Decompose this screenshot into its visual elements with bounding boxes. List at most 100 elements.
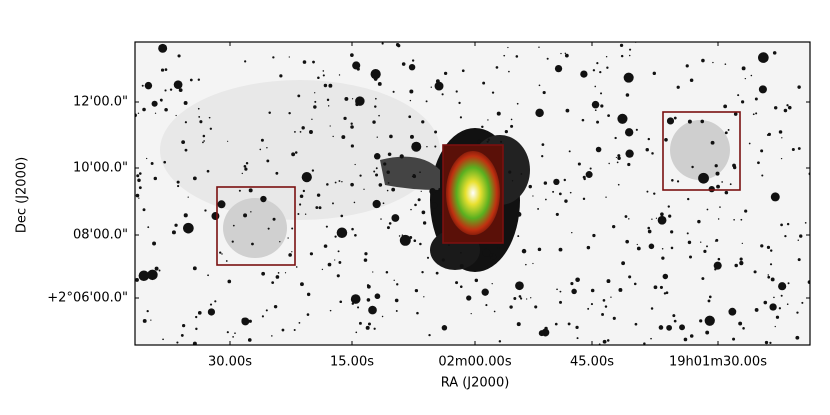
- star: [653, 285, 658, 290]
- star: [563, 178, 567, 182]
- star: [526, 298, 528, 300]
- star: [706, 245, 708, 248]
- region-box: [216, 186, 296, 266]
- star: [184, 148, 188, 152]
- star: [595, 146, 602, 153]
- region-box: [662, 111, 741, 191]
- star: [653, 192, 656, 195]
- star: [376, 136, 378, 138]
- y-axis-label: Dec (J2000): [15, 157, 30, 233]
- star: [373, 153, 381, 160]
- star: [314, 92, 316, 94]
- star: [780, 157, 783, 160]
- star: [226, 331, 229, 334]
- star: [582, 197, 586, 201]
- star: [197, 107, 200, 110]
- star: [714, 240, 717, 242]
- star: [538, 46, 540, 48]
- axes: RA (J2000) Dec (J2000) 30.00s 15.00s 02m00…: [15, 42, 810, 391]
- star: [158, 43, 168, 53]
- star: [391, 187, 396, 192]
- star: [662, 273, 669, 280]
- star: [758, 85, 767, 94]
- star: [687, 197, 690, 201]
- star: [599, 71, 602, 74]
- star: [799, 234, 803, 238]
- star: [797, 85, 801, 89]
- star: [440, 178, 442, 181]
- star: [317, 76, 320, 80]
- star: [509, 305, 513, 309]
- star: [801, 301, 804, 304]
- star: [714, 164, 718, 168]
- star: [596, 120, 600, 124]
- star: [154, 112, 157, 114]
- star: [601, 313, 604, 316]
- star: [247, 339, 250, 341]
- star: [723, 104, 728, 109]
- star: [617, 183, 620, 186]
- star: [769, 303, 777, 311]
- star: [786, 104, 789, 107]
- star: [302, 60, 307, 64]
- star: [686, 232, 689, 235]
- star: [590, 303, 593, 306]
- star: [715, 171, 720, 176]
- star: [633, 282, 637, 286]
- star: [448, 244, 450, 247]
- star: [243, 213, 248, 218]
- star: [350, 125, 354, 129]
- star: [519, 297, 523, 300]
- star: [701, 277, 705, 281]
- star: [422, 221, 427, 225]
- star: [606, 279, 611, 284]
- star: [604, 305, 608, 308]
- star: [192, 341, 197, 345]
- star: [386, 226, 390, 230]
- star: [312, 60, 315, 64]
- star: [775, 315, 780, 319]
- star: [266, 147, 268, 149]
- star: [670, 246, 674, 250]
- star: [558, 192, 562, 196]
- star: [211, 212, 220, 221]
- star: [351, 98, 354, 100]
- star: [209, 303, 213, 306]
- star: [600, 104, 604, 108]
- star: [602, 299, 606, 302]
- star: [260, 195, 267, 203]
- star: [328, 83, 333, 88]
- star: [645, 147, 649, 152]
- star: [243, 165, 247, 168]
- star: [426, 146, 428, 148]
- star: [511, 180, 514, 182]
- diffuse-emission: [223, 198, 287, 258]
- star: [138, 172, 142, 175]
- star: [259, 148, 262, 151]
- star: [326, 183, 329, 186]
- star: [668, 214, 672, 218]
- star: [742, 327, 745, 330]
- star: [612, 316, 616, 320]
- star: [323, 83, 328, 88]
- star: [459, 264, 464, 268]
- star: [760, 149, 764, 153]
- star: [164, 89, 167, 92]
- star: [530, 297, 532, 299]
- star: [428, 333, 431, 337]
- star: [605, 196, 607, 198]
- star: [177, 54, 181, 58]
- star: [538, 84, 541, 87]
- y-tick-label: 08'00.0": [73, 228, 128, 243]
- star: [437, 83, 441, 87]
- star: [481, 288, 489, 296]
- star: [322, 74, 325, 77]
- star: [670, 230, 674, 234]
- star: [733, 218, 735, 221]
- star: [786, 303, 789, 305]
- star: [382, 202, 385, 205]
- star: [795, 335, 800, 340]
- star: [636, 246, 641, 251]
- star: [754, 308, 759, 312]
- star: [687, 240, 692, 245]
